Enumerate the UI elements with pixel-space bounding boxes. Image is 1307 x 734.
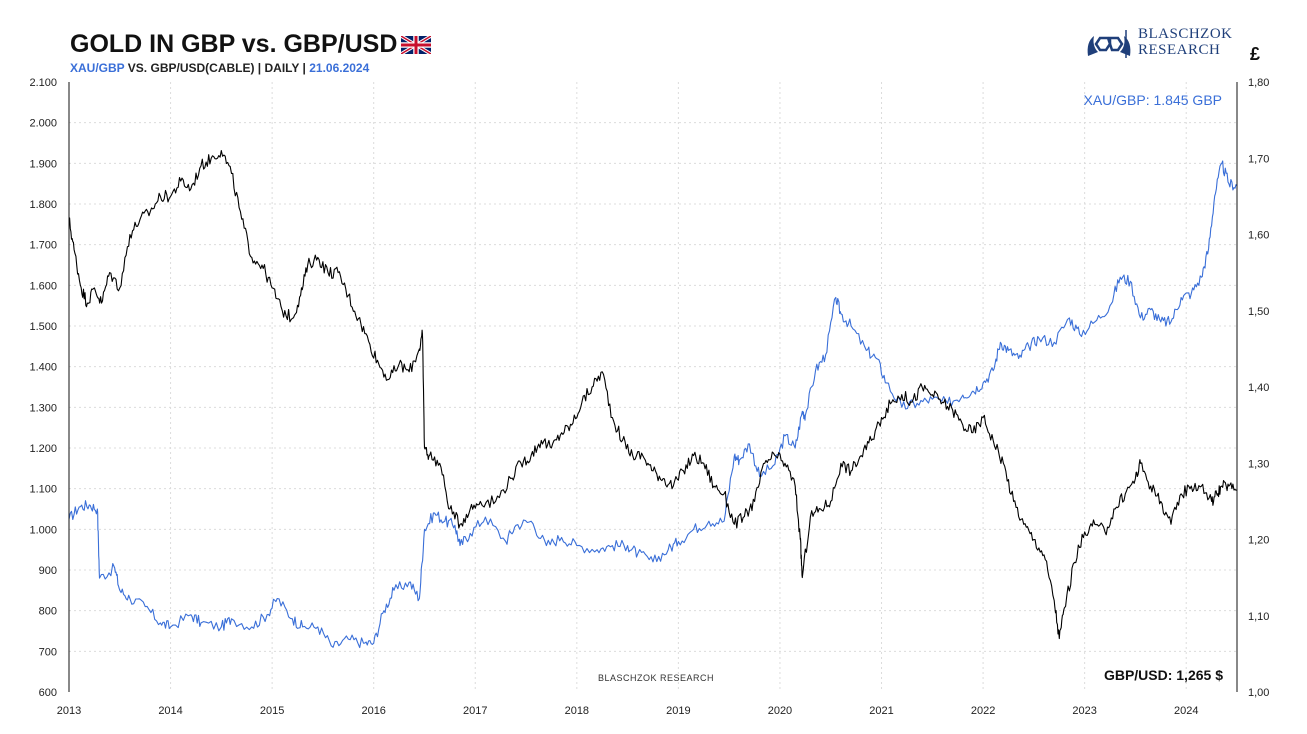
logo-text-line1: BLASCHZOK: [1138, 26, 1233, 42]
left-tick-label: 1.700: [29, 240, 57, 252]
subtitle-date: 21.06.2024: [309, 61, 370, 75]
right-tick-label: 1,50: [1248, 306, 1269, 318]
right-tick-label: 1,10: [1248, 611, 1269, 623]
watermark: BLASCHZOK RESEARCH: [598, 673, 715, 683]
left-tick-label: 1.300: [29, 402, 57, 414]
blaschzok-logo-icon: [1087, 30, 1131, 58]
left-tick-label: 1.400: [29, 362, 57, 374]
x-tick-label: 2013: [57, 705, 81, 717]
right-tick-label: 1,40: [1248, 382, 1269, 394]
x-tick-label: 2019: [666, 705, 690, 717]
series-lines: [68, 150, 1238, 649]
left-tick-label: 700: [39, 646, 57, 658]
chart-title: GOLD IN GBP vs. GBP/USD: [70, 30, 432, 59]
gbp-usd-series-line: [68, 150, 1238, 640]
left-tick-label: 1.900: [29, 158, 57, 170]
x-tick-label: 2015: [260, 705, 284, 717]
right-tick-label: 1,00: [1248, 687, 1269, 699]
left-tick-label: 2.100: [29, 77, 57, 89]
logo-text-line2: RESEARCH: [1138, 42, 1221, 58]
left-tick-label: 900: [39, 565, 57, 577]
gbp-usd-value-label: GBP/USD: 1,265 $: [1103, 667, 1223, 683]
left-tick-label: 1.500: [29, 321, 57, 333]
x-axis-ticks: 2013 2014 2015 2016 2017 2018 2019 2020 2021 2022…: [57, 705, 1199, 717]
x-tick-label: 2016: [361, 705, 385, 717]
chart-subtitle: XAU/GBP VS. GBP/USD(CABLE) | DAILY | 21.…: [70, 61, 369, 75]
x-tick-label: 2022: [971, 705, 995, 717]
left-axis-ticks: 2.100 2.000 1.900 1.800 1.700 1.600 1.500 1.400…: [29, 77, 57, 699]
right-tick-label: 1,20: [1248, 535, 1269, 547]
xau-gbp-series-line: [68, 160, 1238, 649]
x-tick-label: 2017: [463, 705, 487, 717]
x-tick-label: 2018: [565, 705, 589, 717]
subtitle-series-name: XAU/GBP: [70, 61, 125, 75]
right-axis-unit: £: [1250, 44, 1261, 64]
right-tick-label: 1,30: [1248, 458, 1269, 470]
left-tick-label: 600: [39, 687, 57, 699]
uk-flag-icon: [401, 36, 432, 55]
x-tick-label: 2014: [158, 705, 182, 717]
x-tick-label: 2024: [1174, 705, 1198, 717]
left-tick-label: 800: [39, 606, 57, 618]
right-tick-label: 1,60: [1248, 230, 1269, 242]
right-tick-label: 1,70: [1248, 153, 1269, 165]
x-tick-label: 2023: [1072, 705, 1096, 717]
subtitle-text: VS. GBP/USD(CABLE) | DAILY |: [124, 61, 310, 75]
gridlines: [69, 82, 1237, 692]
left-tick-label: 1.800: [29, 199, 57, 211]
x-tick-label: 2021: [869, 705, 893, 717]
x-tick-label: 2020: [768, 705, 792, 717]
left-tick-label: 2.000: [29, 118, 57, 130]
blaschzok-logo: BLASCHZOK RESEARCH: [1086, 26, 1246, 62]
left-tick-label: 1.000: [29, 524, 57, 536]
xau-gbp-value-label: XAU/GBP: 1.845 GBP: [1083, 92, 1222, 108]
left-tick-label: 1.100: [29, 484, 57, 496]
right-tick-label: 1,80: [1248, 77, 1269, 89]
right-axis-ticks: 1,80 1,70 1,60 1,50 1,40 1,30 1,20 1,10 1,00: [1248, 77, 1269, 699]
left-tick-label: 1.200: [29, 443, 57, 455]
left-tick-label: 1.600: [29, 280, 57, 292]
